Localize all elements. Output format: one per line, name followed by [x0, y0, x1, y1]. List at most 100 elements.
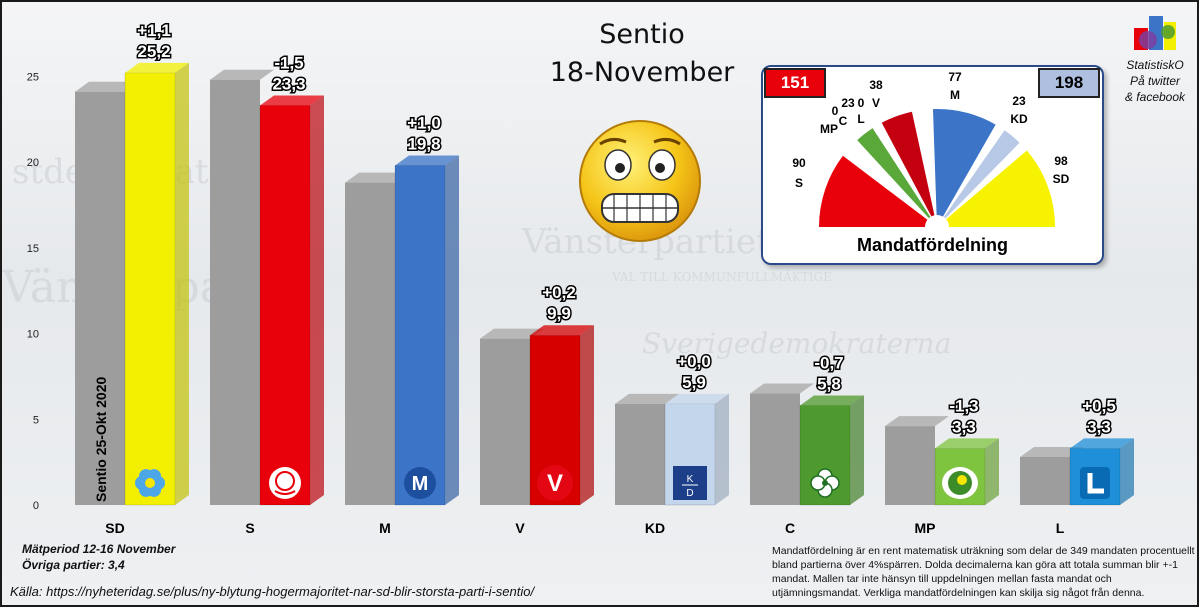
current-bar-top	[260, 95, 324, 106]
category-label: MP	[915, 520, 936, 536]
y-tick-label: 20	[27, 157, 39, 169]
seat-party-label: KD	[1010, 112, 1028, 126]
category-label: C	[785, 520, 795, 536]
change-label: +1,0	[407, 113, 441, 132]
previous-bar	[345, 182, 395, 506]
chart-title: Sentio	[599, 19, 685, 50]
previous-bar	[480, 338, 530, 505]
change-label: +0,0	[677, 352, 711, 371]
value-label: 25,2	[137, 42, 170, 61]
seat-count-label: 77	[948, 70, 962, 84]
y-tick-label: 5	[33, 414, 39, 426]
previous-bar	[885, 426, 935, 505]
y-tick-label: 25	[27, 71, 39, 83]
v-logo-icon: V	[537, 465, 573, 501]
background-ballot-text: VAL TILL KOMMUNFULLMÄKTIGE	[612, 270, 832, 284]
seat-count-label: 23	[841, 96, 855, 110]
seat-slice	[932, 109, 996, 217]
change-label: +1,1	[137, 21, 171, 40]
s-rose-icon	[269, 467, 301, 499]
brand-name: StatistiskO	[1126, 58, 1184, 72]
seat-count-label: 23	[1012, 94, 1026, 108]
current-bar	[259, 105, 311, 506]
change-label: +0,2	[542, 283, 576, 302]
c-clover-icon	[810, 468, 840, 498]
previous-bar	[615, 403, 665, 505]
seat-party-label: MP	[820, 122, 838, 136]
seat-slice	[943, 130, 1020, 219]
previous-bar	[750, 393, 800, 505]
current-bar-side-tint	[1120, 438, 1134, 505]
grimace-emoji-icon	[579, 120, 701, 242]
previous-bar	[75, 91, 125, 506]
svg-text:V: V	[547, 470, 563, 497]
left-block-seats: 151	[764, 68, 826, 98]
current-bar-side-tint	[445, 155, 459, 505]
y-tick-label: 15	[27, 243, 39, 255]
category-label: SD	[105, 520, 124, 536]
category-label: M	[379, 520, 391, 536]
seat-party-label: SD	[1053, 172, 1070, 186]
brand-facebook: & facebook	[1124, 90, 1186, 104]
svg-text:D: D	[686, 488, 693, 499]
value-label: 23,3	[272, 74, 305, 93]
current-bar-side-tint	[310, 95, 324, 505]
current-bar-side-tint	[580, 325, 594, 505]
seat-count-label: 38	[869, 78, 883, 92]
change-label: +0,5	[1082, 396, 1116, 415]
methodology-note: Mandatfördelning är en rent matematisk u…	[772, 545, 1195, 599]
value-label: 19,8	[407, 134, 440, 153]
measurement-period: Mätperiod 12-16 November	[22, 542, 176, 556]
current-bar-top	[1070, 438, 1134, 449]
current-bar-side-tint	[985, 438, 999, 505]
value-label: 5,8	[817, 375, 841, 394]
seat-panel-title: Mandatfördelning	[857, 235, 1008, 255]
seat-count-label: 98	[1054, 154, 1068, 168]
y-tick-label: 0	[33, 500, 39, 512]
seat-distribution-panel: 90 S 0 MP 23 C 38 V 0 L 77 M 23 KD 98 SD Mandatfördelni…	[761, 65, 1104, 265]
current-bar-top	[530, 325, 594, 336]
value-label: 5,9	[682, 373, 706, 392]
m-logo-icon: M	[404, 467, 436, 499]
seat-party-label: M	[950, 88, 960, 102]
current-bar-side-tint	[850, 395, 864, 505]
previous-bar-top	[615, 393, 679, 404]
current-bar-top	[665, 393, 729, 404]
category-label: V	[515, 520, 525, 536]
previous-bar	[1020, 456, 1070, 505]
l-logo-icon	[1080, 467, 1110, 499]
seat-party-label: V	[872, 96, 880, 110]
category-label: S	[245, 520, 254, 536]
current-bar-top	[395, 155, 459, 166]
current-bar	[124, 72, 176, 506]
statistisko-logo-icon	[1134, 16, 1176, 50]
other-parties: Övriga partier: 3,4	[22, 558, 125, 572]
current-bar-side-tint	[715, 393, 729, 505]
current-bar-top	[935, 438, 999, 449]
change-label: -0,7	[814, 354, 843, 373]
previous-bar-top	[885, 416, 949, 427]
value-label: 3,3	[1087, 417, 1111, 436]
brand-twitter: På twitter	[1129, 74, 1180, 88]
current-bar-top	[125, 62, 189, 73]
seat-party-label: C	[839, 114, 848, 128]
seat-party-label: S	[795, 176, 803, 190]
previous-bar-top	[345, 172, 409, 183]
current-bar	[394, 165, 446, 506]
svg-text:K: K	[687, 474, 694, 485]
seat-slice	[819, 155, 928, 227]
previous-bar	[210, 79, 260, 506]
seat-count-label: 0	[858, 96, 865, 110]
mp-sun-icon	[942, 467, 978, 499]
value-label: 9,9	[547, 304, 571, 323]
svg-text:M: M	[412, 473, 429, 495]
previous-bar-top	[210, 69, 274, 80]
current-bar-side-tint	[175, 62, 189, 505]
value-label: 3,3	[952, 417, 976, 436]
change-label: -1,5	[274, 53, 303, 72]
background-ballot-text: Sverigedemokraterna	[642, 327, 952, 360]
kd-logo-icon: KD	[673, 466, 707, 500]
category-label: L	[1056, 520, 1065, 536]
previous-bar-top	[1020, 446, 1084, 457]
